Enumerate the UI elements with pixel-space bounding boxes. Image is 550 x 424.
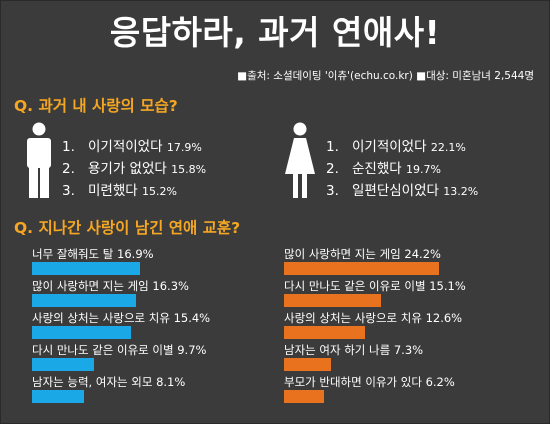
page-title: 응답하라, 과거 연애사! [109,13,441,52]
male-lesson-bar [32,326,131,339]
male-lesson-row: 다시 만나도 같은 이유로 이별 9.7% [32,342,262,374]
male-lesson-bar [32,294,136,307]
female-lesson-label: 다시 만나도 같은 이유로 이별 15.1% [284,279,466,293]
male-lesson-bar [32,390,84,403]
female-lesson-label: 많이 사랑하면 지는 게임 24.2% [284,247,441,261]
female-lesson-bar [284,358,331,371]
male-lesson-label: 많이 사랑하면 지는 게임 16.3% [32,279,189,293]
female-lesson-row: 사랑의 상처는 사랑으로 치유 12.6% [284,310,514,342]
male-lesson-label: 다시 만나도 같은 이유로 이별 9.7% [32,343,207,357]
male-lesson-label: 남자는 능력, 여자는 외모 8.1% [32,375,186,389]
female-rank-3: 3. 일편단심이었다 13.2% [326,183,479,199]
male-rank-2: 2. 용기가 없었다 15.8% [62,161,207,177]
female-rank-2-label: 순진했다 [352,161,402,177]
male-lesson-bar [32,262,140,275]
male-rank-2-pct: 15.8% [171,163,207,176]
male-rank-3-label: 미련했다 [88,183,138,199]
male-rank-1: 1. 이기적이었다 17.9% [62,139,202,155]
male-rank-2-label: 용기가 없었다 [88,161,167,177]
male-rank-1-label: 이기적이었다 [88,139,163,155]
male-person-icon [27,122,51,198]
male-lesson-label: 너무 잘해줘도 탈 16.9% [32,247,154,261]
female-rank-3-pct: 13.2% [443,185,479,198]
female-lesson-label: 부모가 반대하면 이유가 있다 6.2% [284,375,455,389]
female-rank-1: 1. 이기적이었다 22.1% [326,139,466,155]
male-rank-3-pct: 15.2% [141,185,177,198]
female-rank-1-label: 이기적이었다 [352,139,427,155]
female-rank-3-label: 일편단심이었다 [352,183,439,199]
male-rank-3: 3. 미련했다 15.2% [62,183,177,199]
female-lesson-row: 남자는 여자 하기 나름 7.3% [284,342,514,374]
female-lesson-row: 다시 만나도 같은 이유로 이별 15.1% [284,278,514,310]
female-lesson-bar [284,294,381,307]
male-lesson-bar [32,358,94,371]
female-lesson-row: 많이 사랑하면 지는 게임 24.2% [284,246,514,278]
female-lesson-label: 남자는 여자 하기 나름 7.3% [284,343,424,357]
female-lesson-bar [284,390,324,403]
male-lesson-row: 사랑의 상처는 사랑으로 치유 15.4% [32,310,262,342]
male-rank-1-pct: 17.9% [166,141,202,154]
source-note: ■출처: 소셜데이팅 '이츄'(echu.co.kr) ■대상: 미혼남녀 2,… [237,70,534,82]
female-rank-2: 2. 순진했다 19.7% [326,161,441,177]
female-lesson-bar [284,262,439,275]
female-lesson-row: 부모가 반대하면 이유가 있다 6.2% [284,374,514,406]
female-lesson-bar [284,326,365,339]
female-rank-2-pct: 19.7% [405,163,441,176]
female-lesson-label: 사랑의 상처는 사랑으로 치유 12.6% [284,311,463,325]
male-lesson-row: 많이 사랑하면 지는 게임 16.3% [32,278,262,310]
female-rank-1-pct: 22.1% [430,141,466,154]
male-lessons-chart: 너무 잘해줘도 탈 16.9% 많이 사랑하면 지는 게임 16.3% 사랑의 상처… [32,246,262,416]
male-lesson-row: 남자는 능력, 여자는 외모 8.1% [32,374,262,406]
male-lesson-label: 사랑의 상처는 사랑으로 치유 15.4% [32,311,211,325]
female-lessons-chart: 많이 사랑하면 지는 게임 24.2% 다시 만나도 같은 이유로 이별 15.1… [284,246,514,416]
male-lesson-row: 너무 잘해줘도 탈 16.9% [32,246,262,278]
question-1: Q. 과거 내 사랑의 모습? [14,97,178,115]
female-person-icon [285,122,315,198]
question-2: Q. 지나간 사랑이 남긴 연애 교훈? [14,219,241,237]
